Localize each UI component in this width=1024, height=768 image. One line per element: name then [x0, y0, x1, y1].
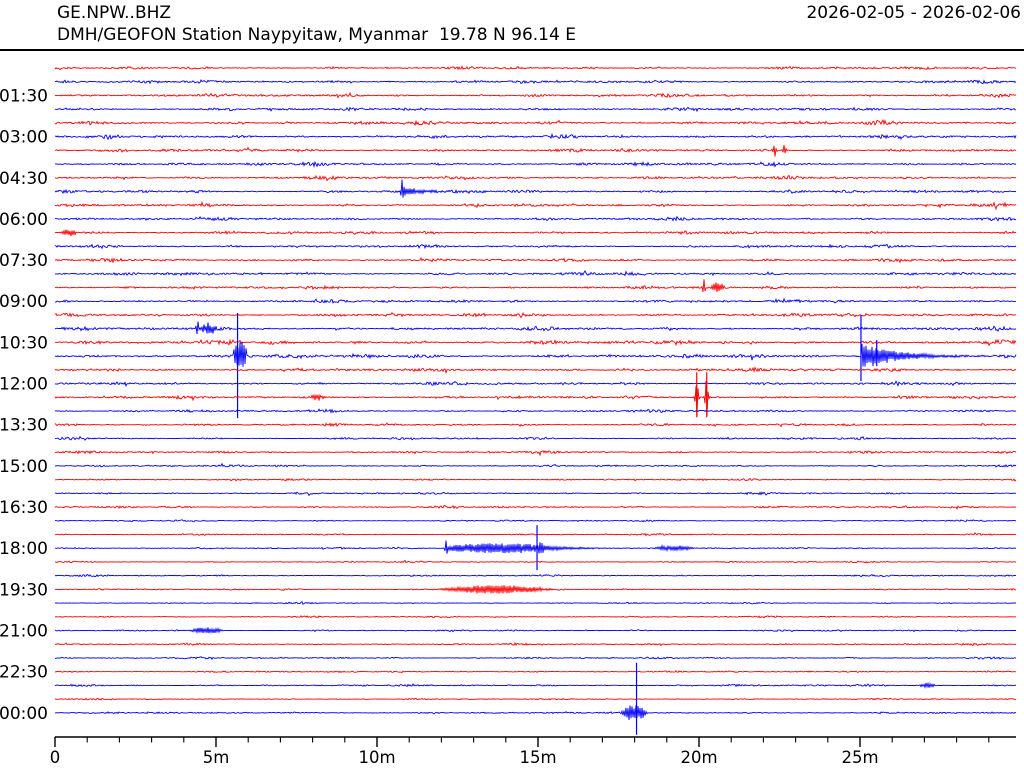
seismo-trace-16:00: [54, 491, 1016, 497]
time-label-22:30: 22:30: [0, 663, 48, 683]
seismo-trace-09:30: [54, 312, 1016, 319]
seismo-trace-23:00: [54, 681, 1017, 689]
time-label-01:30: 01:30: [0, 86, 48, 106]
header-divider: [0, 49, 1024, 51]
time-label-07:30: 07:30: [0, 251, 48, 271]
seismo-trace-02:00: [54, 106, 1017, 113]
seismo-trace-15:00: [54, 462, 1017, 468]
seismo-trace-19:30: [54, 585, 1017, 594]
seismo-trace-13:00: [54, 408, 1016, 414]
seismo-trace-18:00: [54, 540, 1017, 554]
seismo-trace-14:00: [54, 435, 1017, 441]
seismo-trace-19:00: [54, 573, 1017, 578]
seismo-trace-02:30: [54, 118, 1016, 127]
x-tick-label-10m: 10m: [358, 748, 395, 767]
seismo-trace-22:30: [54, 669, 1017, 674]
time-label-16:30: 16:30: [0, 498, 48, 518]
seismo-trace-07:00: [54, 243, 1017, 250]
seismo-trace-03:00: [54, 132, 1017, 141]
time-label-19:30: 19:30: [0, 580, 48, 600]
time-label-06:00: 06:00: [0, 210, 48, 230]
seismo-trace-03:30: [54, 144, 1017, 157]
seismo-trace-06:30: [54, 229, 1017, 237]
x-tick-label-15m: 15m: [519, 748, 556, 767]
seismo-trace-18:30: [55, 559, 1017, 564]
station-code: GE.NPW..BHZ: [57, 3, 172, 23]
seismo-trace-15:30: [55, 477, 1017, 482]
time-label-13:30: 13:30: [0, 416, 48, 436]
seismo-trace-22:00: [54, 656, 1017, 660]
seismo-trace-20:30: [54, 615, 1017, 619]
seismo-trace-05:00: [54, 179, 1017, 198]
seismo-trace-01:00: [54, 79, 1017, 85]
seismo-trace-01:30: [54, 91, 1017, 99]
seismo-trace-08:00: [54, 269, 1017, 277]
station-description: DMH/GEOFON Station Naypyitaw, Myanmar 19…: [57, 25, 576, 45]
seismo-trace-07:30: [55, 256, 1017, 264]
seismo-trace-12:00: [54, 380, 1017, 387]
seismo-trace-11:00: [54, 341, 1017, 367]
x-tick-label-5m: 5m: [203, 748, 230, 767]
seismo-trace-12:30: [54, 380, 1017, 417]
x-tick-label-20m: 20m: [680, 748, 717, 767]
time-label-12:00: 12:00: [0, 375, 48, 395]
time-label-00:00: 00:00: [0, 704, 48, 724]
date-range: 2026-02-05 - 2026-02-06: [806, 3, 1021, 23]
seismo-trace-21:30: [54, 641, 1017, 647]
seismo-trace-08:30: [54, 279, 1017, 293]
seismo-trace-05:30: [54, 201, 1017, 211]
seismo-trace-04:00: [54, 160, 1017, 169]
x-tick-label-0: 0: [50, 748, 61, 767]
seismo-trace-00:30: [54, 65, 1017, 71]
time-label-18:00: 18:00: [0, 539, 48, 559]
seismo-trace-04:30: [54, 174, 1017, 182]
seismo-trace-11:30: [54, 366, 1017, 375]
time-label-03:00: 03:00: [0, 128, 48, 148]
seismo-trace-06:00: [54, 215, 1017, 222]
seismo-trace-10:30: [55, 338, 1017, 347]
seismo-trace-23:30: [55, 697, 1017, 701]
seismo-trace-20:00: [55, 601, 1017, 605]
time-label-10:30: 10:30: [0, 333, 48, 353]
time-label-09:00: 09:00: [0, 292, 48, 312]
time-label-15:00: 15:00: [0, 457, 48, 477]
seismo-trace-16:30: [54, 505, 1017, 510]
seismo-trace-17:00: [55, 519, 1017, 523]
seismo-trace-14:30: [54, 449, 1017, 457]
seismo-trace-21:00: [54, 627, 1017, 635]
time-label-21:00: 21:00: [0, 622, 48, 642]
seismo-trace-00:00: [54, 705, 1017, 721]
time-label-04:30: 04:30: [0, 169, 48, 189]
seismo-trace-09:00: [54, 297, 1017, 304]
seismo-trace-13:30: [54, 422, 1017, 428]
seismo-trace-10:00: [54, 321, 1017, 335]
seismo-trace-17:30: [54, 532, 1017, 537]
x-tick-label-25m: 25m: [841, 748, 878, 767]
